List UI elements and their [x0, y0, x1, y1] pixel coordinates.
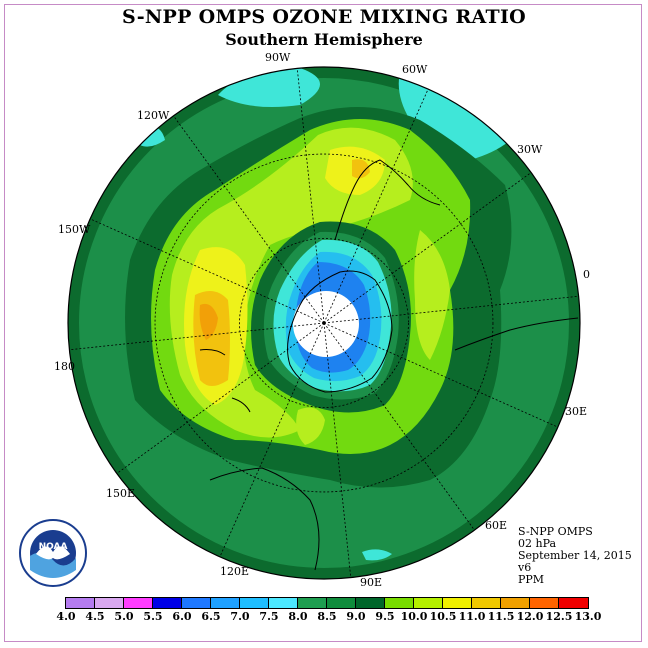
colorbar-tick-label: 12.0 [516, 610, 544, 623]
colorbar-tick-label: 10.0 [400, 610, 428, 623]
lon-label-90w: 90W [265, 51, 291, 64]
noaa-logo-icon: NOAA [19, 519, 87, 587]
colorbar-tick-label: 11.0 [458, 610, 486, 623]
meridian-line [296, 68, 325, 324]
colorbar-swatch [559, 598, 588, 608]
lon-label-90e: 90E [360, 576, 383, 589]
meridian-line [323, 88, 429, 324]
colorbar-tick-label: 5.5 [143, 610, 163, 623]
colorbar-swatch [269, 598, 298, 608]
figure-frame [4, 4, 642, 642]
meridian-line [323, 322, 352, 578]
colorbar-tick-label: 7.5 [259, 610, 279, 623]
meridian-line [323, 322, 475, 531]
colorbar-tick-label: 13.0 [574, 610, 602, 623]
lon-label-150w: 150W [58, 223, 91, 236]
cyan-patch-north [218, 68, 320, 108]
info-date: September 14, 2015 [518, 549, 632, 562]
lon-label-180: 180 [54, 360, 75, 373]
yellow-green-east [414, 230, 450, 360]
latitude-circle [239, 238, 409, 408]
meridian-line [323, 295, 579, 324]
map-title: S-NPP OMPS OZONE MIXING RATIO [121, 6, 527, 28]
colorbar-tick-label: 7.0 [230, 610, 250, 623]
cyan-patch-south [362, 549, 392, 561]
info-instrument: S-NPP OMPS [518, 525, 593, 538]
colorbar-tick-label: 11.5 [487, 610, 515, 623]
coastlines [199, 159, 579, 571]
meridian-line [323, 172, 532, 324]
colorbar-swatch [443, 598, 472, 608]
noaa-logo-text: NOAA [39, 542, 68, 552]
colorbar-swatch [385, 598, 414, 608]
coastline-africa [454, 317, 579, 351]
colorbar-tick-label: 8.5 [317, 610, 337, 623]
colorbar-swatch [211, 598, 240, 608]
colorbar-swatch [501, 598, 530, 608]
meridian-line [116, 322, 325, 474]
gold-field-west [193, 291, 230, 386]
meridian-line [173, 115, 325, 324]
polar-data-gap [293, 291, 359, 357]
colorbar-tick-label: 12.5 [545, 610, 573, 623]
info-version: v6 [518, 561, 532, 574]
gold-field-north [352, 159, 370, 179]
colorbar-tick-label: 10.5 [429, 610, 457, 623]
colorbar-swatch [240, 598, 269, 608]
colorbar-swatch [414, 598, 443, 608]
colorbar-swatch [298, 598, 327, 608]
lon-label-150e: 150E [106, 487, 136, 500]
lon-label-30e: 30E [565, 405, 588, 418]
colorbar-tick-label: 6.5 [201, 610, 221, 623]
lon-label-120w: 120W [137, 109, 170, 122]
colorbar-ticks: 4.0 4.5 5.0 5.5 6.0 6.5 7.0 7.5 8.0 8.5 9.0 9.5 10.0… [0, 610, 648, 624]
colorbar-swatch [95, 598, 124, 608]
lon-label-30w: 30W [517, 143, 543, 156]
meridian-line [323, 322, 559, 428]
meridian-line [219, 322, 325, 558]
coastline-antarctica [287, 270, 393, 393]
colorbar-tick-label: 5.0 [114, 610, 134, 623]
lon-label-60w: 60W [402, 63, 428, 76]
cyan-patch-northeast [398, 72, 520, 160]
map-subtitle: Southern Hemisphere [225, 30, 423, 49]
colorbar-swatch [530, 598, 559, 608]
colorbar-tick-label: 4.0 [56, 610, 76, 623]
info-level: 02 hPa [518, 537, 557, 550]
orange-core-west [199, 303, 218, 340]
coastline-new-zealand [199, 349, 251, 413]
colorbar-swatch [472, 598, 501, 608]
colorbar-swatch [153, 598, 182, 608]
colorbar [65, 597, 589, 609]
graticule [69, 68, 579, 578]
colorbar-tick-label: 9.5 [375, 610, 395, 623]
latitude-circle [154, 153, 494, 493]
lon-label-60e: 60E [485, 519, 508, 532]
colorbar-swatch [66, 598, 95, 608]
south-pole-marker [322, 321, 326, 325]
colorbar-tick-label: 6.0 [172, 610, 192, 623]
colorbar-swatch [182, 598, 211, 608]
colorbar-tick-label: 4.5 [85, 610, 105, 623]
coastline-australia [209, 467, 320, 571]
colorbar-swatch [356, 598, 385, 608]
colorbar-swatch [124, 598, 153, 608]
info-unit: PPM [518, 573, 545, 586]
yellow-field-south [296, 407, 325, 445]
lon-label-0: 0 [583, 268, 590, 281]
colorbar-tick-label: 8.0 [288, 610, 308, 623]
map-boundary [67, 66, 581, 580]
colorbar-swatch [327, 598, 356, 608]
lon-label-120e: 120E [220, 565, 250, 578]
colorbar-tick-label: 9.0 [346, 610, 366, 623]
info-block: S-NPP OMPS 02 hPa September 14, 2015 v6 … [518, 526, 632, 586]
meridian-line [89, 218, 325, 324]
coastline-south-america [334, 159, 441, 241]
meridian-line [69, 322, 325, 351]
